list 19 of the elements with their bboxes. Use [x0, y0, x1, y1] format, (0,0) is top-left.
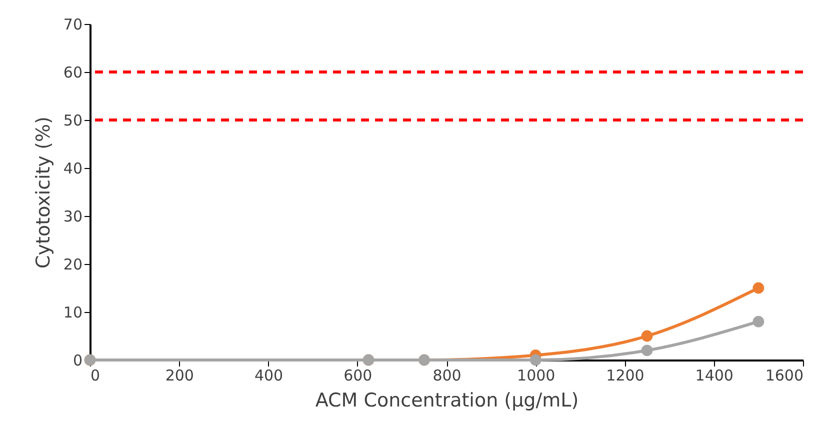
x-tick-label: 0 — [90, 366, 100, 384]
y-tick-label: 10 — [63, 304, 82, 322]
y-tick-label: 20 — [63, 256, 82, 274]
y-tick-label: 0 — [72, 352, 82, 370]
x-tick-label: 400 — [254, 366, 284, 384]
x-tick-label: 1600 — [765, 366, 804, 384]
y-tick-label: 60 — [63, 64, 82, 82]
y-tick-label: 30 — [63, 208, 82, 226]
y-tick-label: 40 — [63, 160, 82, 178]
x-tick-label: 200 — [165, 366, 194, 384]
x-tick-label: 1400 — [695, 366, 734, 384]
x-tick-label: 600 — [344, 366, 372, 384]
x-tick-label: 1200 — [606, 366, 644, 384]
y-axis-title: Cytotoxicity (%) — [32, 116, 54, 268]
x-axis-title: ACM Concentration (µg/mL) — [315, 390, 579, 412]
x-tick-label: 1000 — [517, 366, 556, 384]
x-tick-label: 800 — [432, 366, 462, 384]
y-tick-label: 70 — [63, 16, 82, 34]
y-tick-label: 50 — [63, 112, 82, 130]
